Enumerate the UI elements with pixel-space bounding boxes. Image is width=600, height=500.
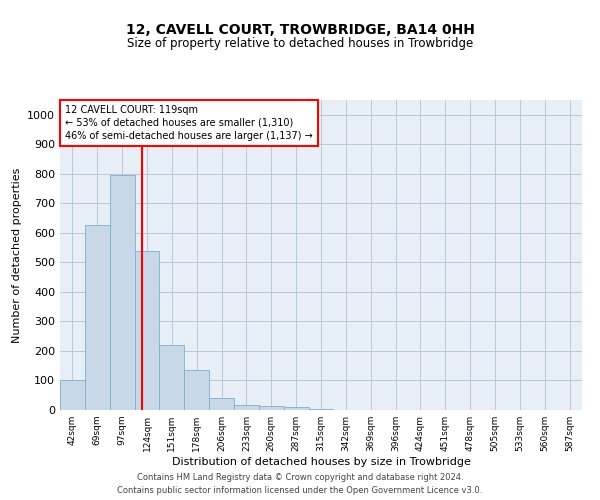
Bar — [85, 226, 110, 410]
Text: 12 CAVELL COURT: 119sqm
← 53% of detached houses are smaller (1,310)
46% of semi: 12 CAVELL COURT: 119sqm ← 53% of detache… — [65, 104, 313, 141]
Bar — [110, 176, 134, 410]
Bar — [60, 380, 85, 410]
Text: Contains HM Land Registry data © Crown copyright and database right 2024.
Contai: Contains HM Land Registry data © Crown c… — [118, 474, 482, 495]
Bar — [160, 345, 184, 410]
Bar — [184, 370, 209, 410]
Bar — [134, 250, 160, 410]
Y-axis label: Number of detached properties: Number of detached properties — [11, 168, 22, 342]
Bar — [234, 404, 259, 410]
Bar — [259, 406, 284, 410]
Bar — [284, 407, 308, 410]
Text: 12, CAVELL COURT, TROWBRIDGE, BA14 0HH: 12, CAVELL COURT, TROWBRIDGE, BA14 0HH — [125, 22, 475, 36]
Bar — [209, 398, 234, 410]
X-axis label: Distribution of detached houses by size in Trowbridge: Distribution of detached houses by size … — [172, 457, 470, 467]
Text: Size of property relative to detached houses in Trowbridge: Size of property relative to detached ho… — [127, 38, 473, 51]
